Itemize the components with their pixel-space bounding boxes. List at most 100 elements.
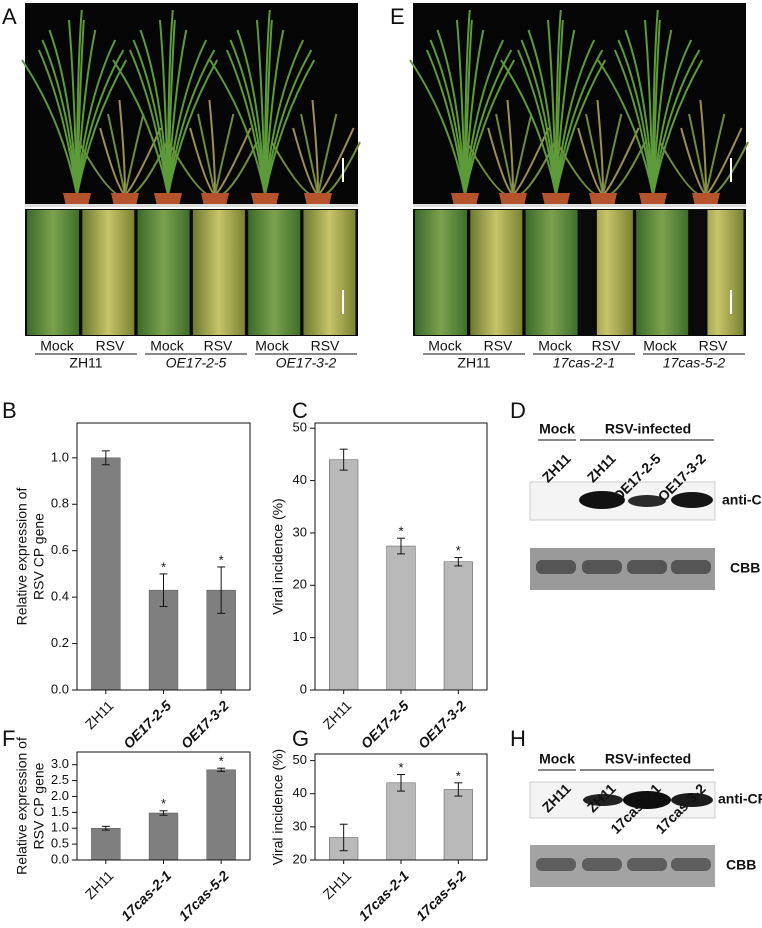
leaf-blade xyxy=(555,49,604,196)
x-tick-label: ZH11 xyxy=(82,867,117,902)
leaf-blade xyxy=(264,49,313,196)
treatment-label: RSV xyxy=(699,338,728,354)
x-tick-label: OE17-2-5 xyxy=(358,697,412,751)
y-axis-label: Viral incidence (%) xyxy=(270,498,286,614)
leaf-blade xyxy=(464,39,505,196)
significance-star: * xyxy=(219,754,224,769)
treatment-label: Mock xyxy=(428,338,462,354)
blot-band xyxy=(582,560,622,574)
panel-letter: H xyxy=(510,726,526,751)
leaf-blade xyxy=(597,59,654,196)
leaf-blade xyxy=(76,59,128,196)
blot-band xyxy=(583,794,623,806)
leaf-blade xyxy=(555,29,576,196)
bar xyxy=(91,457,121,691)
y-tick-label: 30 xyxy=(293,818,307,833)
significance-star: * xyxy=(456,768,461,783)
genotype-label: 17cas-2-1 xyxy=(553,355,615,371)
blot-band xyxy=(627,858,667,871)
bar xyxy=(443,789,473,861)
blot-band xyxy=(628,495,666,507)
leaf-blade xyxy=(167,29,188,196)
leaf-blade xyxy=(112,59,169,196)
leaf-blade xyxy=(652,29,673,196)
pot xyxy=(111,193,139,206)
blot-band xyxy=(579,491,625,509)
pot xyxy=(451,193,479,206)
y-tick-label: 10 xyxy=(293,629,307,644)
y-tick-label: 20 xyxy=(293,851,307,866)
leaf-blade xyxy=(167,59,219,196)
leaf-blade xyxy=(264,29,285,196)
shelf xyxy=(25,204,358,207)
leaf-close-up xyxy=(192,210,245,335)
lane-label: ZH11 xyxy=(584,450,619,485)
panel-letter: E xyxy=(390,4,405,29)
bar xyxy=(91,827,121,861)
x-tick-label: 17cas-5-2 xyxy=(413,867,470,924)
genotype-label: 17cas-5-2 xyxy=(663,355,725,371)
leaf-blade xyxy=(596,99,604,196)
y-tick-label: 40 xyxy=(293,472,307,487)
blot-treated-label: RSV-infected xyxy=(605,421,691,437)
leaf-blade xyxy=(264,39,305,196)
genotype-label: OE17-3-2 xyxy=(276,355,337,371)
leaf-blade xyxy=(264,59,316,196)
bar xyxy=(443,561,473,691)
x-tick-label: 17cas-2-1 xyxy=(355,867,412,924)
x-tick-label: OE17-3-2 xyxy=(178,697,232,751)
leaf-close-up xyxy=(525,210,578,335)
y-tick-label: 1.5 xyxy=(51,804,69,819)
leaf-blade xyxy=(705,113,726,196)
y-tick-label: 40 xyxy=(293,785,307,800)
y-tick-label: 0.6 xyxy=(51,542,69,557)
bar xyxy=(148,812,179,861)
y-tick-label: 1.0 xyxy=(51,820,69,835)
panel-letter: B xyxy=(2,398,17,423)
leaf-close-up xyxy=(415,210,467,335)
blot-band xyxy=(536,858,576,871)
y-tick-label: 50 xyxy=(293,420,307,435)
y-axis-label: RSV CP gene xyxy=(31,762,47,849)
x-tick-label: ZH11 xyxy=(82,697,117,732)
treatment-label: RSV xyxy=(592,338,621,354)
treatment-label: Mock xyxy=(538,338,572,354)
leaf-blade xyxy=(208,99,216,196)
bar xyxy=(329,459,359,691)
x-tick-label: 17cas-2-1 xyxy=(118,867,175,924)
mask xyxy=(580,210,597,335)
leaf-blade xyxy=(76,29,97,196)
y-tick-label: 0.0 xyxy=(51,851,69,866)
bar xyxy=(386,545,416,691)
photo-panels xyxy=(21,3,749,336)
blot-band xyxy=(671,492,713,508)
panel-letter: C xyxy=(292,398,308,423)
plot-frame xyxy=(76,751,251,861)
pot xyxy=(251,193,279,206)
significance-star: * xyxy=(398,760,403,775)
y-tick-label: 0.5 xyxy=(51,836,69,851)
blot-row-label: anti-CP xyxy=(718,791,762,807)
significance-star: * xyxy=(219,552,224,567)
leaf-blade xyxy=(652,39,693,196)
treatment-label: Mock xyxy=(643,338,677,354)
leaf-blade xyxy=(555,59,607,196)
leaf-blade xyxy=(555,39,596,196)
y-tick-label: 30 xyxy=(293,524,307,539)
leaf-blade xyxy=(699,99,707,196)
genotype-label: ZH11 xyxy=(69,355,102,371)
blot-control-label: Mock xyxy=(539,421,575,437)
leaf-blade xyxy=(118,99,126,196)
leaf-blade xyxy=(500,59,557,196)
y-tick-label: 0.0 xyxy=(51,681,69,696)
western-blot-d xyxy=(529,481,716,590)
x-tick-label: OE17-2-5 xyxy=(120,697,174,751)
leaf-photo xyxy=(413,209,746,336)
blot-row-label: CBB xyxy=(726,857,756,873)
y-tick-label: 20 xyxy=(293,577,307,592)
genotype-label: OE17-2-5 xyxy=(166,355,227,371)
mask xyxy=(691,210,708,335)
y-tick-label: 3.0 xyxy=(51,756,69,771)
leaf-blade xyxy=(464,29,485,196)
